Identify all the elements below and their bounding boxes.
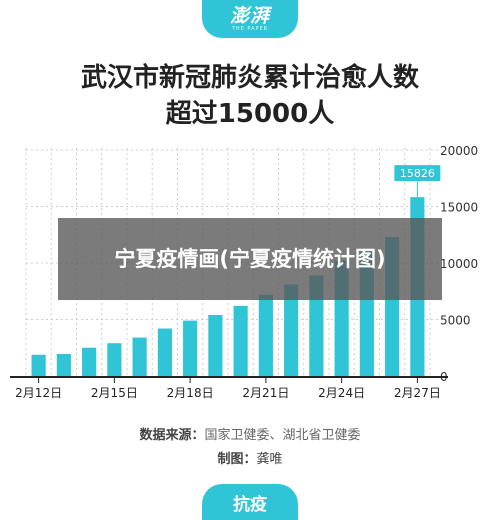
bar: [208, 314, 223, 376]
x-tick-label: 2月12日: [15, 386, 62, 400]
bar: [258, 294, 273, 376]
chart-title-line-2: 超过15000人: [165, 99, 335, 129]
overlay-text: 宁夏疫情画(宁夏疫情统计图): [114, 247, 386, 271]
bar: [107, 343, 122, 376]
data-source-value: 国家卫健委、湖北省卫健委: [204, 428, 361, 443]
bar: [82, 347, 97, 376]
chart-maker: 制图：龚唯: [0, 450, 500, 470]
x-tick-label: 2月24日: [318, 386, 365, 400]
chart-title-line-1: 武汉市新冠肺炎累计治愈人数: [80, 63, 419, 93]
x-tick-label: 2月18日: [167, 386, 214, 400]
y-tick-label: 20000: [440, 144, 478, 158]
x-tick-label: 2月15日: [91, 386, 138, 400]
brand-logo[interactable]: 澎湃 THE PAPER: [202, 0, 298, 38]
watermark-overlay: 宁夏疫情画(宁夏疫情统计图): [58, 218, 442, 300]
brand-logo-subtext: THE PAPER: [231, 25, 269, 32]
x-tick-label: 2月27日: [394, 386, 441, 400]
chart-title: 武汉市新冠肺炎累计治愈人数 超过15000人: [0, 60, 500, 132]
bar: [284, 284, 299, 376]
y-tick-label: 5000: [440, 314, 471, 328]
brand-logo-text: 澎湃: [229, 4, 270, 27]
chart-maker-label: 制图：: [217, 452, 257, 467]
bar: [233, 305, 248, 376]
footer-tag[interactable]: 抗疫: [202, 484, 298, 520]
footer-tag-text: 抗疫: [233, 494, 267, 515]
data-source-label: 数据来源：: [139, 428, 205, 443]
top-bar: 澎湃 THE PAPER: [0, 0, 500, 42]
chart-maker-value: 龚唯: [256, 452, 283, 467]
bar: [157, 328, 172, 376]
y-tick-label: 15000: [440, 201, 478, 215]
data-label: 15826: [400, 167, 435, 180]
bar: [132, 337, 147, 376]
bar: [31, 354, 46, 376]
data-source: 数据来源：国家卫健委、湖北省卫健委: [0, 426, 500, 446]
x-tick-label: 2月21日: [242, 386, 289, 400]
y-tick-label: 10000: [440, 257, 478, 271]
value-callout-box: [394, 165, 441, 182]
bar: [56, 353, 71, 376]
bar: [309, 275, 324, 376]
bar: [183, 320, 198, 376]
